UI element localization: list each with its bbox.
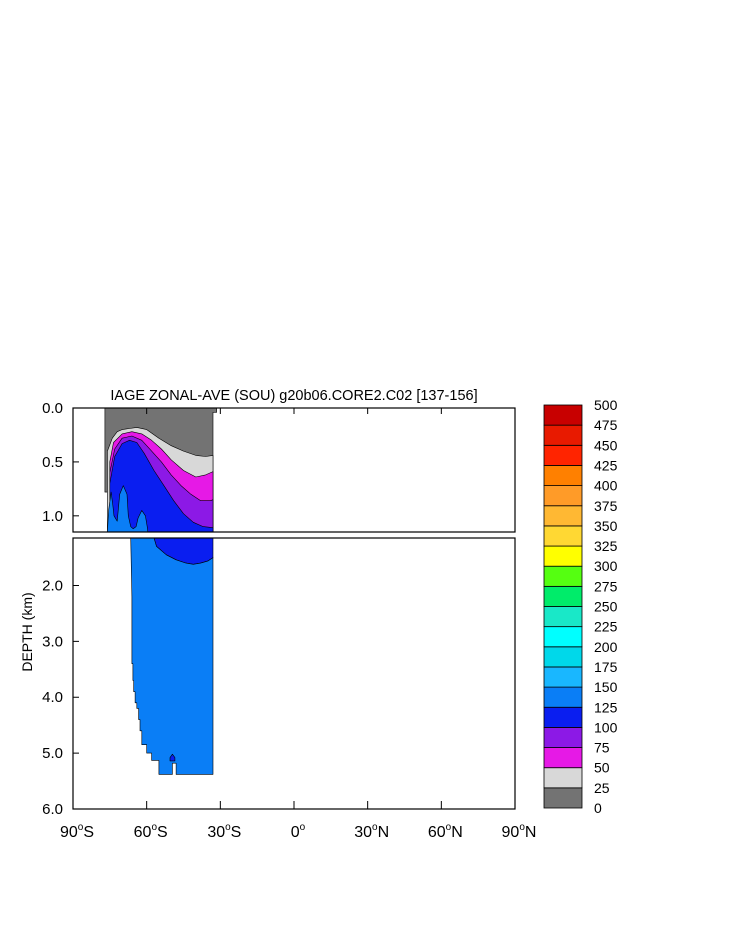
colorbar-box — [543, 465, 583, 487]
colorbar-label: 475 — [594, 417, 618, 433]
y-axis-label: DEPTH (km) — [19, 592, 35, 671]
colorbar-label: 200 — [594, 639, 618, 655]
colorbar-box — [543, 525, 583, 547]
colorbar-label: 450 — [594, 437, 618, 453]
colorbar-label: 100 — [594, 719, 618, 735]
y-tick-label: 4.0 — [42, 689, 63, 706]
colorbar-label: 150 — [594, 679, 618, 695]
colorbar-box — [543, 626, 583, 648]
colorbar-box — [543, 787, 583, 809]
colorbar-box — [543, 585, 583, 607]
colorbar-box — [543, 545, 583, 567]
colorbar-label: 325 — [594, 538, 618, 554]
contour-region-100-125 — [109, 439, 214, 532]
upper-panel-contours — [104, 408, 217, 532]
colorbar-label: 375 — [594, 498, 618, 514]
y-tick-label: 3.0 — [42, 633, 63, 650]
colorbar-label: 250 — [594, 599, 618, 615]
x-tick-label: 30oN — [354, 822, 389, 841]
colorbar-label: 425 — [594, 458, 618, 474]
x-tick-label: 90oS — [60, 822, 94, 841]
x-tick-label: 60oN — [428, 822, 463, 841]
colorbar-box — [543, 444, 583, 466]
chart-title: IAGE ZONAL-AVE (SOU) g20b06.CORE2.C02 [1… — [110, 388, 477, 404]
colorbar-box — [543, 404, 583, 426]
contour-region-100-125-blob — [169, 753, 176, 762]
colorbar-box — [543, 727, 583, 748]
colorbar-box — [543, 606, 583, 628]
contour-region-125-150 — [107, 485, 149, 532]
y-tick-label: 5.0 — [42, 745, 63, 762]
colorbar-box — [543, 767, 583, 789]
colorbar-label: 125 — [594, 699, 618, 715]
colorbar-box — [543, 485, 583, 507]
x-tick-label: 30oS — [207, 822, 241, 841]
colorbar: 0 25 50 75 100 125 150 175 200 225 250 275 300 325 350… — [543, 397, 618, 816]
contour-region-125-150-lower — [107, 538, 214, 775]
colorbar-box — [543, 646, 583, 668]
y-tick-label: 6.0 — [42, 801, 63, 818]
lower-panel-contours — [107, 538, 214, 775]
x-tick-label: 0o — [291, 822, 306, 841]
colorbar-label: 25 — [594, 780, 610, 796]
colorbar-box — [543, 706, 583, 728]
x-tick-label: 90oN — [502, 822, 537, 841]
colorbar-label: 50 — [594, 760, 610, 776]
colorbar-box — [543, 686, 583, 708]
colorbar-label: 75 — [594, 740, 610, 756]
y-tick-label: 0.5 — [42, 454, 63, 471]
colorbar-box — [543, 424, 583, 446]
y-tick-label: 1.0 — [42, 508, 63, 525]
colorbar-label: 175 — [594, 659, 618, 675]
colorbar-label: 275 — [594, 578, 618, 594]
colorbar-box — [543, 505, 583, 527]
colorbar-label: 350 — [594, 518, 618, 534]
colorbar-box — [543, 565, 583, 587]
y-tick-label: 0.0 — [42, 400, 63, 417]
colorbar-label: 0 — [594, 800, 602, 816]
colorbar-label: 500 — [594, 397, 618, 413]
y-tick-label: 2.0 — [42, 577, 63, 594]
colorbar-box — [543, 666, 583, 688]
x-tick-label: 60oS — [134, 822, 168, 841]
colorbar-label: 400 — [594, 478, 618, 494]
colorbar-label: 225 — [594, 619, 618, 635]
colorbar-label: 300 — [594, 558, 618, 574]
colorbar-box — [543, 747, 583, 769]
plot-area: 0.0 0.5 1.0 2.0 3.0 4.0 5.0 6.0 90oS 60oS 30oS 0o 30… — [42, 400, 537, 841]
